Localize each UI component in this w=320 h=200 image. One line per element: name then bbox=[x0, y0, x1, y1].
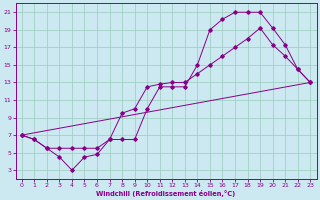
X-axis label: Windchill (Refroidissement éolien,°C): Windchill (Refroidissement éolien,°C) bbox=[96, 190, 236, 197]
